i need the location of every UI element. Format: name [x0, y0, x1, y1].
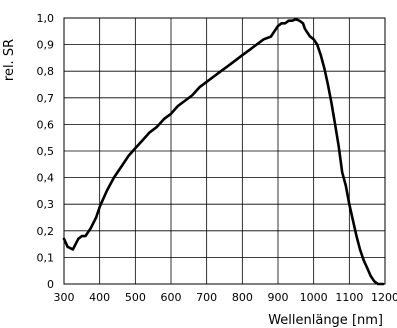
y-tick-label: 0,6 [37, 118, 55, 131]
y-tick-label: 1,0 [37, 12, 55, 25]
y-tick-label: 0,7 [37, 92, 55, 105]
x-axis-label: Wellenlänge [nm] [268, 313, 383, 328]
y-tick-labels: 0 0,1 0,2 0,3 0,4 0,5 0,6 0,7 0,8 0,9 1,0 [37, 12, 55, 291]
x-tick-label: 800 [232, 291, 253, 304]
y-tick-label: 0,9 [37, 39, 55, 52]
x-tick-label: 700 [196, 291, 217, 304]
y-tick-label: 0,1 [37, 251, 55, 264]
y-tick-label: 0,2 [37, 225, 55, 238]
y-axis-label: rel. SR [2, 39, 17, 81]
x-tick-label: 1100 [335, 291, 363, 304]
grid [63, 17, 386, 285]
series-line [62, 18, 385, 286]
x-tick-label: 900 [268, 291, 289, 304]
y-tick-label: 0,5 [37, 145, 55, 158]
y-tick-label: 0 [47, 278, 54, 291]
y-tick-label: 0,8 [37, 65, 55, 78]
x-tick-label: 300 [54, 291, 75, 304]
x-tick-label: 600 [161, 291, 182, 304]
x-tick-labels: 300 400 500 600 700 800 900 1000 1100 1200 [54, 291, 397, 304]
y-tick-label: 0,4 [37, 172, 55, 185]
x-tick-label: 400 [89, 291, 110, 304]
y-tick-label: 0,3 [37, 198, 55, 211]
x-tick-label: 500 [125, 291, 146, 304]
x-tick-label: 1200 [371, 291, 397, 304]
plot-frame [63, 17, 386, 285]
x-tick-label: 1000 [300, 291, 328, 304]
